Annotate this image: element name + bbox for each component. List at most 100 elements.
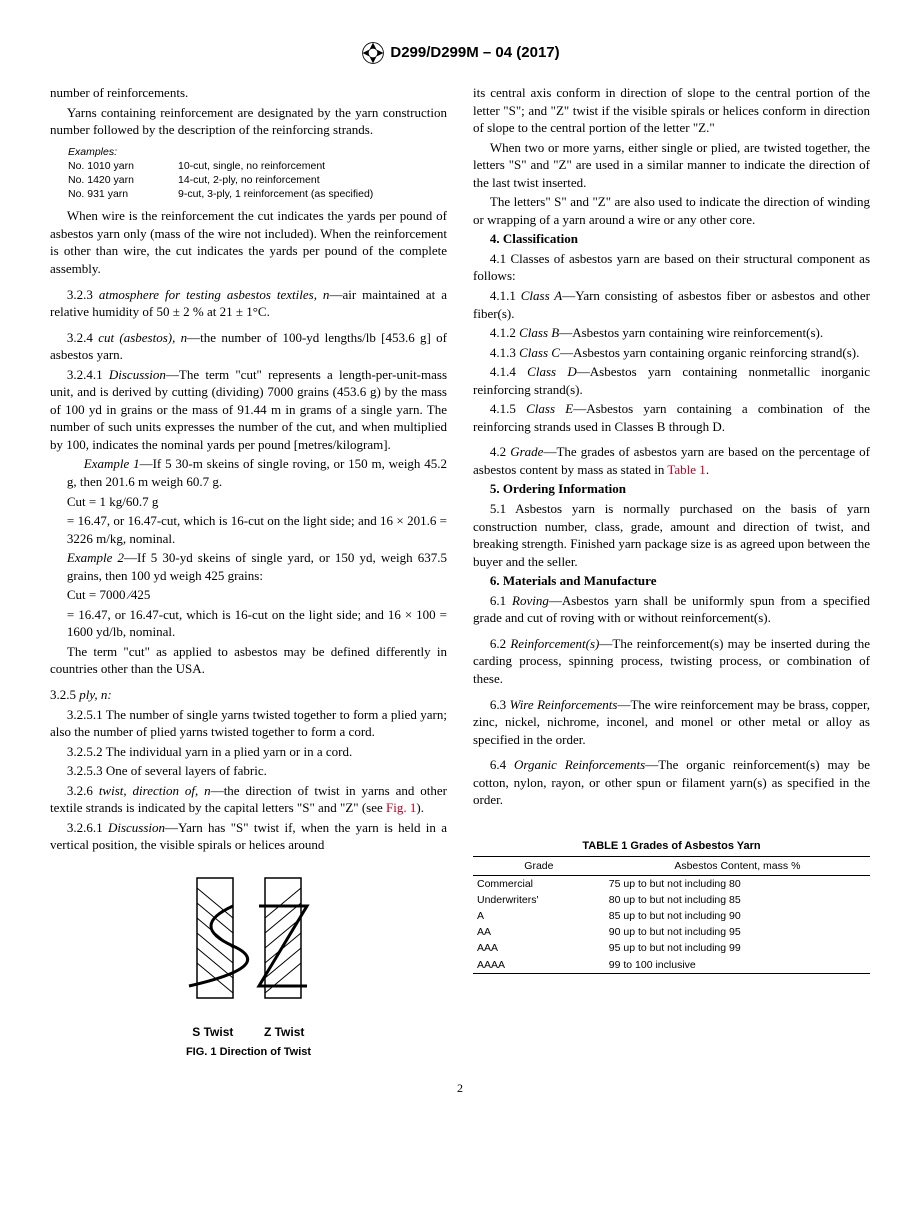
class-desc: —Asbestos yarn containing wire reinforce… [559, 325, 823, 340]
clause-63: 6.3 Wire Reinforcements—The wire reinfor… [473, 696, 870, 749]
twist-diagram-icon [179, 868, 319, 1018]
class-label: Class A [521, 288, 562, 303]
content-cell: 85 up to but not including 90 [605, 908, 870, 924]
body-text: The letters" S" and "Z" are also used to… [473, 193, 870, 228]
figure-1-caption: FIG. 1 Direction of Twist [50, 1045, 447, 1060]
content-cell: 75 up to but not including 80 [605, 875, 870, 892]
clause-number: 6.3 [490, 697, 510, 712]
clause-51: 5.1 Asbestos yarn is normally purchased … [473, 500, 870, 570]
clause-number: 4.1.2 [490, 325, 519, 340]
clause-number: 3.2.4.1 [67, 367, 109, 382]
example-desc: 14-cut, 2-ply, no reinforcement [178, 173, 320, 187]
grade-desc-end: . [706, 462, 709, 477]
clause-412: 4.1.2 Class B—Asbestos yarn containing w… [473, 324, 870, 342]
section-4-heading: 4. Classification [473, 230, 870, 248]
table-1: TABLE 1 Grades of Asbestos Yarn Grade As… [473, 839, 870, 974]
clause-number: 4.1.3 [490, 345, 519, 360]
cut-note: The term "cut" as applied to asbestos ma… [50, 643, 447, 678]
fig-1-link[interactable]: Fig. 1 [386, 800, 416, 815]
section-5-heading: 5. Ordering Information [473, 480, 870, 498]
example-2-eq: = 16.47, or 16.47-cut, which is 16-cut o… [50, 606, 447, 641]
content-cell: 80 up to but not including 85 [605, 892, 870, 908]
astm-logo-icon [360, 40, 386, 66]
clause-number: 4.2 [490, 444, 510, 459]
clause-number: 3.2.5 [50, 687, 79, 702]
definition-324: 3.2.4 cut (asbestos), n—the number of 10… [50, 329, 447, 364]
definition-text-end: ). [416, 800, 424, 815]
clause-61: 6.1 Roving—Asbestos yarn shall be unifor… [473, 592, 870, 627]
page-number: 2 [50, 1080, 870, 1096]
term: twist, direction of, n [99, 783, 211, 798]
table-row: A85 up to but not including 90 [473, 908, 870, 924]
example-desc: 9-cut, 3-ply, 1 reinforcement (as specif… [178, 187, 373, 201]
discussion-3241: 3.2.4.1 Discussion—The term "cut" repres… [50, 366, 447, 454]
clause-term: Wire Reinforcements [510, 697, 618, 712]
clause-64: 6.4 Organic Reinforcements—The organic r… [473, 756, 870, 809]
example-2: Example 2—If 5 30-yd skeins of single ya… [50, 549, 447, 584]
table-1-title: TABLE 1 Grades of Asbestos Yarn [473, 839, 870, 854]
two-column-body: number of reinforcements. Yarns containi… [50, 84, 870, 1060]
class-label: Class E [526, 401, 573, 416]
example-desc: 10-cut, single, no reinforcement [178, 159, 325, 173]
example-label: Example 2 [67, 550, 124, 565]
clause-415: 4.1.5 Class E—Asbestos yarn containing a… [473, 400, 870, 435]
example-no: No. 1010 yarn [68, 159, 178, 173]
clause-number: 6.2 [490, 636, 510, 651]
header-designation: D299/D299M – 04 (2017) [390, 44, 559, 61]
clause-3253: 3.2.5.3 One of several layers of fabric. [50, 762, 447, 780]
clause-number: 6.1 [490, 593, 512, 608]
discussion-label: Discussion [108, 820, 165, 835]
discussion-3261: 3.2.6.1 Discussion—Yarn has "S" twist if… [50, 819, 447, 854]
clause-41: 4.1 Classes of asbestos yarn are based o… [473, 250, 870, 285]
clause-3252: 3.2.5.2 The individual yarn in a plied y… [50, 743, 447, 761]
body-text: When two or more yarns, either single or… [473, 139, 870, 192]
clause-number: 3.2.6.1 [67, 820, 108, 835]
figure-1: S Twist Z Twist FIG. 1 Direction of Twis… [50, 868, 447, 1060]
clause-42: 4.2 Grade—The grades of asbestos yarn ar… [473, 443, 870, 478]
example-row: No. 1010 yarn 10-cut, single, no reinfor… [68, 159, 447, 173]
content-cell: 90 up to but not including 95 [605, 924, 870, 940]
clause-number: 3.2.6 [67, 783, 99, 798]
clause-3251: 3.2.5.1 The number of single yarns twist… [50, 706, 447, 741]
body-text: When wire is the reinforcement the cut i… [50, 207, 447, 277]
page-header: D299/D299M – 04 (2017) [50, 40, 870, 66]
clause-term: Organic Reinforcements [514, 757, 645, 772]
example-1-eq: = 16.47, or 16.47-cut, which is 16-cut o… [50, 512, 447, 547]
table-row: AAAA99 to 100 inclusive [473, 957, 870, 974]
example-row: No. 931 yarn 9-cut, 3-ply, 1 reinforceme… [68, 187, 447, 201]
grade-cell: AA [473, 924, 605, 940]
grade-cell: AAA [473, 940, 605, 956]
clause-number: 3.2.4 [67, 330, 98, 345]
example-1: Example 1—If 5 30-m skeins of single rov… [50, 455, 447, 490]
example-row: No. 1420 yarn 14-cut, 2-ply, no reinforc… [68, 173, 447, 187]
body-text: Yarns containing reinforcement are desig… [50, 104, 447, 139]
definition-326: 3.2.6 twist, direction of, n—the directi… [50, 782, 447, 817]
examples-block: Examples: No. 1010 yarn 10-cut, single, … [68, 145, 447, 202]
clause-term: Roving [512, 593, 549, 608]
grade-cell: A [473, 908, 605, 924]
table-row: AAA95 up to but not including 99 [473, 940, 870, 956]
definition-323: 3.2.3 atmosphere for testing asbestos te… [50, 286, 447, 321]
grade-cell: Underwriters' [473, 892, 605, 908]
class-label: Class B [519, 325, 559, 340]
clause-411: 4.1.1 Class A—Yarn consisting of asbesto… [473, 287, 870, 322]
clause-number: 4.1.4 [490, 364, 527, 379]
class-label: Class C [519, 345, 560, 360]
section-6-heading: 6. Materials and Manufacture [473, 572, 870, 590]
clause-number: 3.2.3 [67, 287, 99, 302]
z-twist-label: Z Twist [257, 1024, 311, 1040]
content-cell: 99 to 100 inclusive [605, 957, 870, 974]
class-label: Class D [527, 364, 577, 379]
example-2-cut: Cut = 7000 ⁄425 [50, 586, 447, 604]
table-1-link[interactable]: Table 1 [667, 462, 705, 477]
term: atmosphere for testing asbestos textiles… [99, 287, 330, 302]
class-desc: —Asbestos yarn containing organic reinfo… [560, 345, 859, 360]
clause-number: 4.1.5 [490, 401, 526, 416]
grade-cell: AAAA [473, 957, 605, 974]
grades-table: Grade Asbestos Content, mass % Commercia… [473, 856, 870, 974]
body-text: its central axis conform in direction of… [473, 84, 870, 137]
example-no: No. 931 yarn [68, 187, 178, 201]
clause-414: 4.1.4 Class D—Asbestos yarn containing n… [473, 363, 870, 398]
clause-number: 6.4 [490, 757, 514, 772]
table-header-content: Asbestos Content, mass % [605, 856, 870, 875]
